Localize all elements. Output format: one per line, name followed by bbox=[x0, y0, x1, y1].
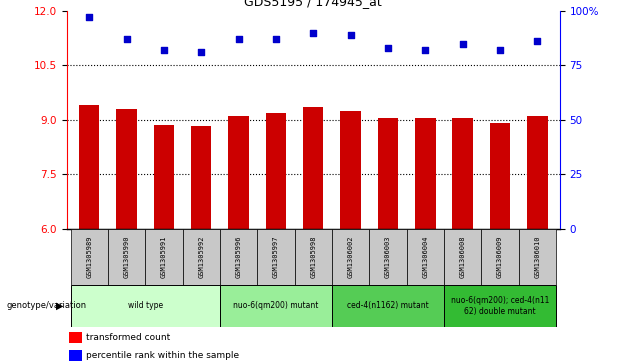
Bar bbox=[116, 109, 137, 229]
Bar bbox=[490, 123, 510, 229]
Text: GSM1305989: GSM1305989 bbox=[86, 236, 92, 278]
Point bbox=[420, 47, 431, 53]
Text: transformed count: transformed count bbox=[86, 333, 170, 342]
Point bbox=[495, 47, 505, 53]
Bar bbox=[340, 111, 361, 229]
Title: GDS5195 / 174945_at: GDS5195 / 174945_at bbox=[244, 0, 382, 8]
Text: GSM1306004: GSM1306004 bbox=[422, 236, 428, 278]
FancyBboxPatch shape bbox=[108, 229, 145, 285]
FancyBboxPatch shape bbox=[481, 229, 518, 285]
Text: GSM1305990: GSM1305990 bbox=[123, 236, 130, 278]
Bar bbox=[378, 118, 398, 229]
FancyBboxPatch shape bbox=[406, 229, 444, 285]
Point bbox=[159, 47, 169, 53]
Bar bbox=[266, 113, 286, 229]
FancyBboxPatch shape bbox=[145, 229, 183, 285]
Bar bbox=[527, 116, 548, 229]
FancyBboxPatch shape bbox=[444, 285, 556, 327]
Point bbox=[196, 49, 206, 55]
Point bbox=[383, 45, 393, 51]
FancyBboxPatch shape bbox=[220, 285, 332, 327]
FancyBboxPatch shape bbox=[294, 229, 332, 285]
Text: GSM1305992: GSM1305992 bbox=[198, 236, 204, 278]
FancyBboxPatch shape bbox=[220, 229, 257, 285]
Text: GSM1306009: GSM1306009 bbox=[497, 236, 503, 278]
Point bbox=[532, 38, 543, 44]
FancyBboxPatch shape bbox=[518, 229, 556, 285]
Point bbox=[84, 15, 94, 20]
Text: ced-4(n1162) mutant: ced-4(n1162) mutant bbox=[347, 301, 429, 310]
Bar bbox=[452, 118, 473, 229]
Text: percentile rank within the sample: percentile rank within the sample bbox=[86, 351, 240, 360]
FancyBboxPatch shape bbox=[71, 285, 220, 327]
Text: GSM1305991: GSM1305991 bbox=[161, 236, 167, 278]
Point bbox=[345, 32, 356, 38]
Point bbox=[457, 41, 467, 46]
Text: ▶: ▶ bbox=[56, 301, 64, 311]
Text: GSM1306003: GSM1306003 bbox=[385, 236, 391, 278]
Text: genotype/variation: genotype/variation bbox=[6, 301, 86, 310]
FancyBboxPatch shape bbox=[257, 229, 294, 285]
Point bbox=[308, 30, 319, 36]
Text: GSM1306010: GSM1306010 bbox=[534, 236, 540, 278]
Bar bbox=[79, 105, 99, 229]
Point bbox=[271, 36, 281, 42]
Text: GSM1305996: GSM1305996 bbox=[235, 236, 242, 278]
Bar bbox=[69, 332, 81, 343]
Bar bbox=[154, 125, 174, 229]
Bar bbox=[303, 107, 324, 229]
Bar bbox=[228, 116, 249, 229]
FancyBboxPatch shape bbox=[332, 229, 370, 285]
Point bbox=[233, 36, 244, 42]
Text: GSM1305997: GSM1305997 bbox=[273, 236, 279, 278]
Text: GSM1306008: GSM1306008 bbox=[460, 236, 466, 278]
Text: nuo-6(qm200); ced-4(n11
62) double mutant: nuo-6(qm200); ced-4(n11 62) double mutan… bbox=[451, 296, 549, 315]
FancyBboxPatch shape bbox=[444, 229, 481, 285]
Bar bbox=[191, 126, 212, 229]
Text: GSM1306002: GSM1306002 bbox=[347, 236, 354, 278]
Bar bbox=[69, 350, 81, 361]
Text: wild type: wild type bbox=[128, 301, 163, 310]
Text: GSM1305998: GSM1305998 bbox=[310, 236, 316, 278]
FancyBboxPatch shape bbox=[183, 229, 220, 285]
Text: nuo-6(qm200) mutant: nuo-6(qm200) mutant bbox=[233, 301, 319, 310]
Point bbox=[121, 36, 132, 42]
FancyBboxPatch shape bbox=[332, 285, 444, 327]
FancyBboxPatch shape bbox=[370, 229, 406, 285]
Bar bbox=[415, 118, 436, 229]
FancyBboxPatch shape bbox=[71, 229, 108, 285]
